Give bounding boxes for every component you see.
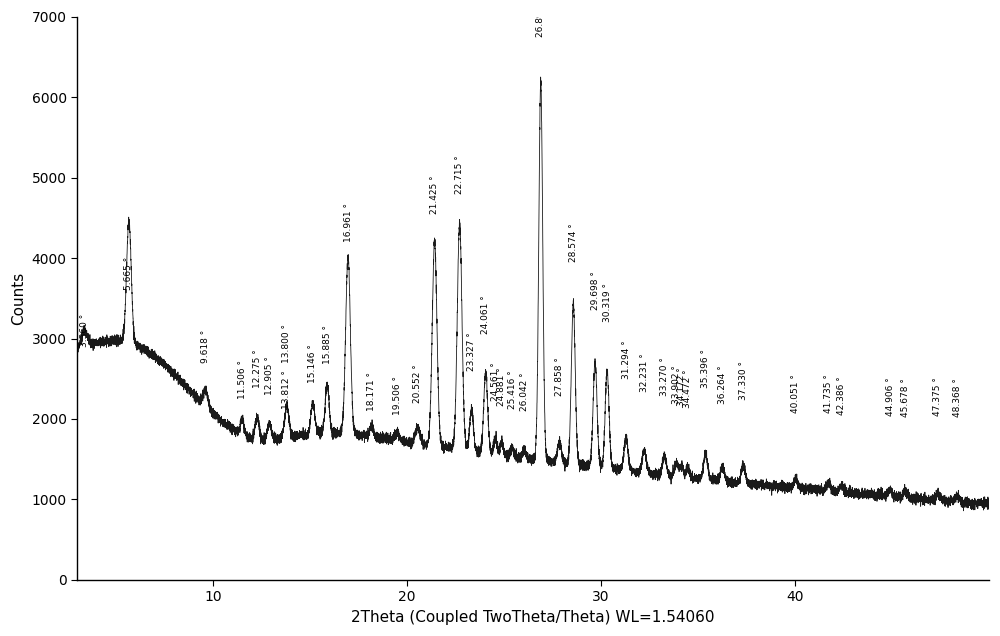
X-axis label: 2Theta (Coupled TwoTheta/Theta) WL=1.54060: 2Theta (Coupled TwoTheta/Theta) WL=1.540… [351, 610, 715, 625]
Text: 40.051 °: 40.051 ° [791, 374, 800, 413]
Text: 27.858 °: 27.858 ° [555, 357, 564, 396]
Text: 31.294 °: 31.294 ° [622, 340, 631, 378]
Text: 34.472 °: 34.472 ° [683, 369, 692, 408]
Text: 15.885 °: 15.885 ° [323, 325, 332, 364]
Text: 19.506 °: 19.506 ° [393, 376, 402, 415]
Y-axis label: Counts: Counts [11, 272, 26, 325]
Text: 26.042 °: 26.042 ° [520, 372, 529, 411]
Text: 47.375 °: 47.375 ° [933, 377, 942, 416]
Text: 26.897 °: 26.897 ° [536, 0, 545, 37]
Text: 41.735 °: 41.735 ° [824, 375, 833, 413]
Text: 33.902 °: 33.902 ° [672, 365, 681, 404]
Text: 9.618 °: 9.618 ° [201, 329, 210, 363]
Text: 15.146 °: 15.146 ° [308, 344, 317, 383]
Text: 30.319 °: 30.319 ° [603, 284, 612, 322]
Text: 42.386 °: 42.386 ° [837, 377, 846, 415]
Text: 21.425 °: 21.425 ° [430, 175, 439, 214]
Text: 12.275 °: 12.275 ° [253, 350, 262, 389]
Text: 22.715 °: 22.715 ° [455, 155, 464, 193]
Text: 13.812 °: 13.812 ° [282, 370, 291, 408]
Text: 3.360 °: 3.360 ° [80, 314, 89, 347]
Text: 16.961 °: 16.961 ° [344, 203, 353, 242]
Text: 34.172 °: 34.172 ° [677, 368, 686, 406]
Text: 23.327 °: 23.327 ° [467, 332, 476, 371]
Text: 37.330 °: 37.330 ° [739, 361, 748, 401]
Text: 28.574 °: 28.574 ° [569, 223, 578, 262]
Text: 13.800 °: 13.800 ° [282, 324, 291, 363]
Text: 48.368 °: 48.368 ° [953, 378, 962, 417]
Text: 18.171 °: 18.171 ° [367, 372, 376, 411]
Text: 44.906 °: 44.906 ° [886, 377, 895, 416]
Text: 25.416 °: 25.416 ° [508, 371, 517, 410]
Text: 11.506 °: 11.506 ° [238, 360, 247, 399]
Text: 12.905 °: 12.905 ° [265, 356, 274, 395]
Text: 24.561 °: 24.561 ° [491, 363, 500, 401]
Text: 35.396 °: 35.396 ° [701, 349, 710, 389]
Text: 24.061 °: 24.061 ° [481, 296, 490, 335]
Text: 36.264 °: 36.264 ° [718, 365, 727, 404]
Text: 32.231 °: 32.231 ° [640, 353, 649, 392]
Text: 29.698 °: 29.698 ° [591, 272, 600, 310]
Text: 20.552 °: 20.552 ° [413, 364, 422, 403]
Text: 24.881 °: 24.881 ° [497, 368, 506, 406]
Text: 45.678 °: 45.678 ° [901, 378, 910, 417]
Text: 33.270 °: 33.270 ° [660, 357, 669, 396]
Text: 5.665 °: 5.665 ° [124, 257, 133, 290]
